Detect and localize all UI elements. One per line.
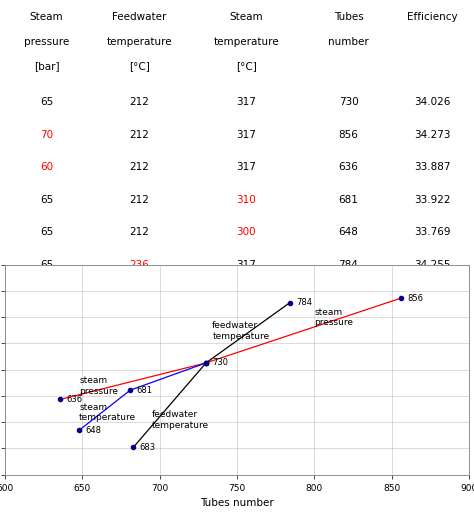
Text: 70: 70 bbox=[40, 130, 53, 139]
Text: 65: 65 bbox=[40, 260, 53, 270]
Text: 34.273: 34.273 bbox=[414, 130, 450, 139]
Text: 856: 856 bbox=[407, 294, 423, 302]
Text: 65: 65 bbox=[40, 228, 53, 237]
Text: 33.769: 33.769 bbox=[414, 228, 450, 237]
Text: Steam: Steam bbox=[30, 12, 64, 22]
Text: steam
pressure: steam pressure bbox=[79, 376, 118, 396]
Text: 784: 784 bbox=[338, 260, 358, 270]
Text: 33.704: 33.704 bbox=[414, 293, 450, 302]
Text: Feedwater: Feedwater bbox=[112, 12, 167, 22]
Text: 317: 317 bbox=[237, 260, 256, 270]
Text: pressure: pressure bbox=[24, 37, 69, 46]
Text: 65: 65 bbox=[40, 97, 53, 107]
Text: feedwater
temperature: feedwater temperature bbox=[152, 410, 209, 430]
Text: 648: 648 bbox=[85, 426, 101, 435]
Text: 212: 212 bbox=[129, 195, 149, 205]
Text: temperature: temperature bbox=[107, 37, 172, 46]
Text: 212: 212 bbox=[129, 162, 149, 172]
Text: 236: 236 bbox=[129, 260, 149, 270]
Text: 730: 730 bbox=[212, 359, 228, 367]
Text: 212: 212 bbox=[129, 228, 149, 237]
Text: 317: 317 bbox=[237, 130, 256, 139]
Text: 317: 317 bbox=[237, 162, 256, 172]
X-axis label: Tubes number: Tubes number bbox=[200, 498, 274, 508]
Text: 34.026: 34.026 bbox=[414, 97, 450, 107]
Text: 34.255: 34.255 bbox=[414, 260, 450, 270]
Text: 683: 683 bbox=[139, 443, 155, 452]
Text: [°C]: [°C] bbox=[236, 61, 257, 71]
Text: Steam: Steam bbox=[229, 12, 263, 22]
Text: 730: 730 bbox=[338, 97, 358, 107]
Text: Tubes: Tubes bbox=[334, 12, 364, 22]
Text: 65: 65 bbox=[40, 195, 53, 205]
Text: number: number bbox=[328, 37, 369, 46]
Text: 784: 784 bbox=[296, 298, 312, 308]
Text: feedwater
temperature: feedwater temperature bbox=[212, 321, 269, 341]
Text: 636: 636 bbox=[338, 162, 358, 172]
Text: [°C]: [°C] bbox=[129, 61, 150, 71]
Text: 212: 212 bbox=[129, 130, 149, 139]
Text: 856: 856 bbox=[338, 130, 358, 139]
Text: 310: 310 bbox=[237, 195, 256, 205]
Text: steam
pressure: steam pressure bbox=[314, 308, 354, 328]
Text: 681: 681 bbox=[137, 385, 152, 395]
Text: 65: 65 bbox=[40, 293, 53, 302]
Text: 33.887: 33.887 bbox=[414, 162, 450, 172]
Text: 317: 317 bbox=[237, 97, 256, 107]
Text: temperature: temperature bbox=[213, 37, 279, 46]
Text: 33.922: 33.922 bbox=[414, 195, 450, 205]
Text: 317: 317 bbox=[237, 293, 256, 302]
Text: 636: 636 bbox=[67, 395, 83, 404]
Text: 681: 681 bbox=[338, 195, 358, 205]
Text: steam
temperature: steam temperature bbox=[79, 402, 136, 422]
Text: Efficiency: Efficiency bbox=[407, 12, 457, 22]
Text: 300: 300 bbox=[237, 228, 256, 237]
Text: 212: 212 bbox=[129, 97, 149, 107]
Text: 60: 60 bbox=[40, 162, 53, 172]
Text: 190: 190 bbox=[129, 293, 149, 302]
Text: [bar]: [bar] bbox=[34, 61, 59, 71]
Text: 683: 683 bbox=[338, 293, 358, 302]
Text: 648: 648 bbox=[338, 228, 358, 237]
